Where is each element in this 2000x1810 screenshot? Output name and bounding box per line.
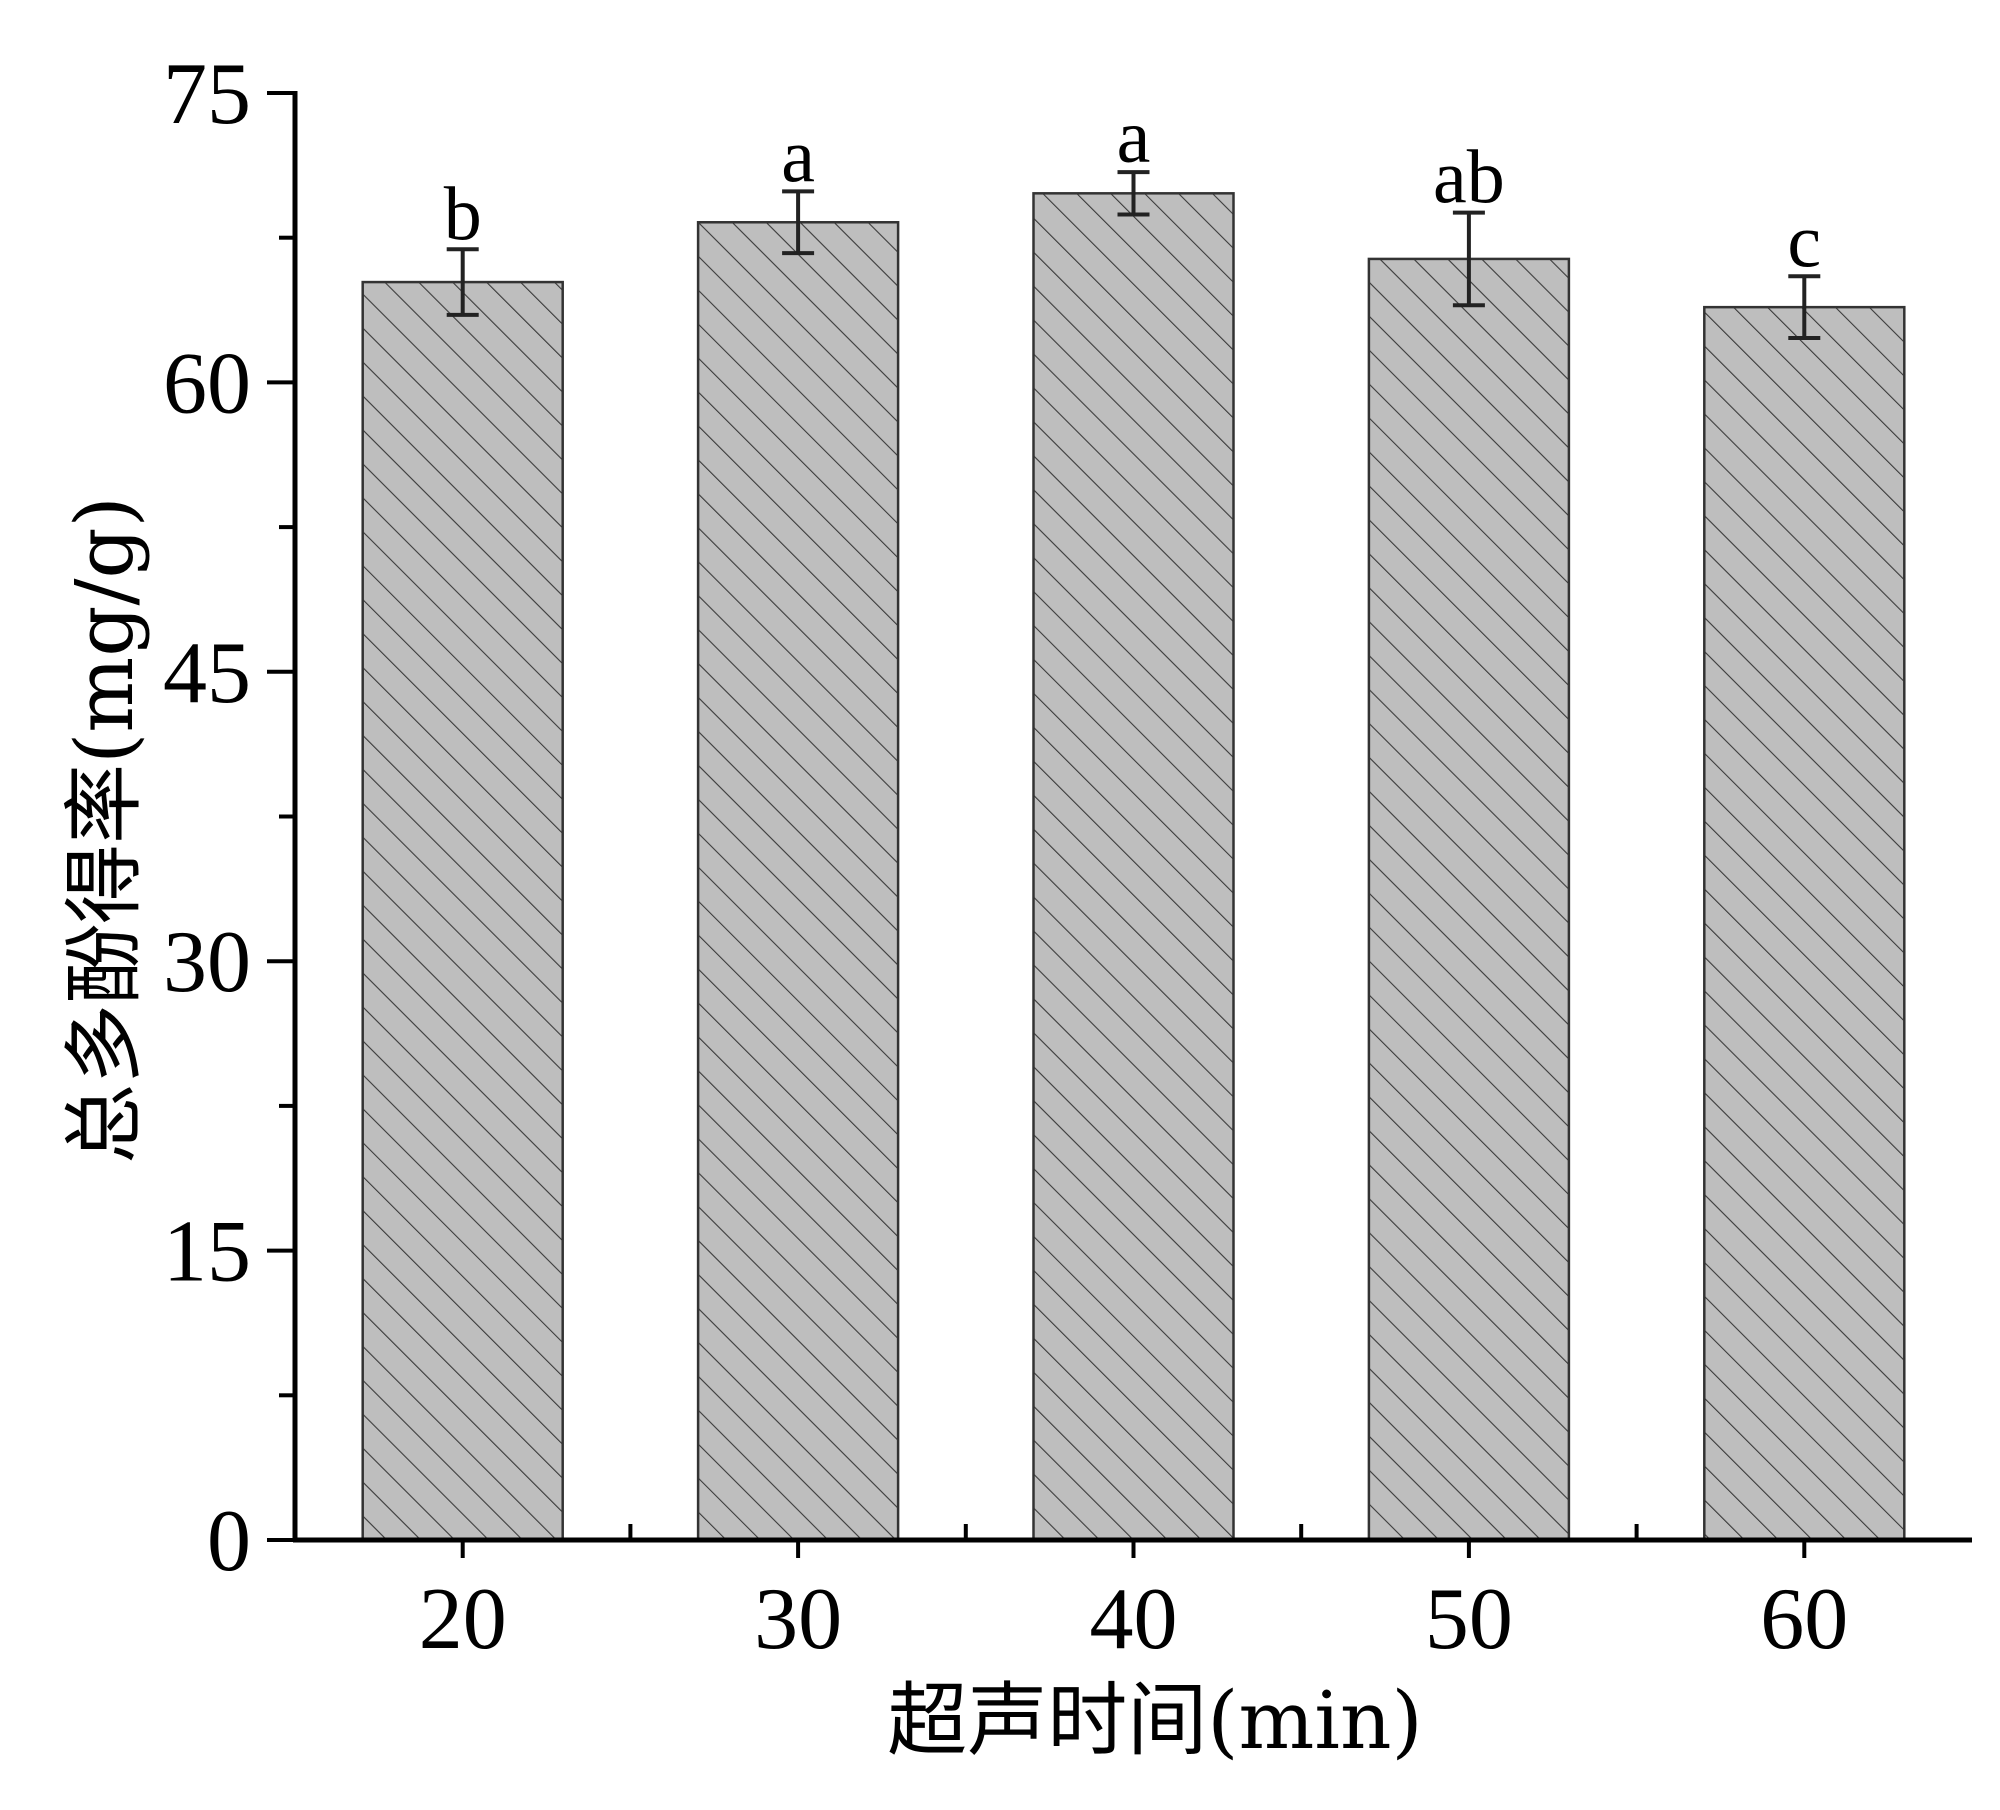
x-tick-label-40: 40 bbox=[1090, 1571, 1178, 1668]
y-tick-label-45: 45 bbox=[163, 625, 251, 722]
significance-label-20: b bbox=[444, 172, 482, 256]
y-tick-label-0: 0 bbox=[207, 1493, 251, 1590]
y-tick-label-75: 75 bbox=[163, 46, 251, 143]
bar-50 bbox=[1367, 257, 1571, 1542]
bar-20 bbox=[361, 280, 564, 1542]
x-tick-label-30: 30 bbox=[754, 1571, 842, 1668]
bars-layer: b a a ab c bbox=[361, 95, 1906, 1542]
significance-label-30: a bbox=[781, 114, 815, 198]
bar-40 bbox=[1032, 192, 1235, 1542]
y-tick-label-60: 60 bbox=[163, 335, 251, 432]
x-tick-label-60: 60 bbox=[1760, 1571, 1848, 1668]
axes-layer: 20 30 40 50 60 0 15 30 45 60 75 bbox=[163, 46, 1972, 1668]
y-axis-title: 总多酚得率(mg/g) bbox=[58, 496, 151, 1164]
y-tick-label-30: 30 bbox=[163, 914, 251, 1011]
bar-30 bbox=[696, 221, 900, 1542]
x-axis-title: 超声时间(min) bbox=[887, 1674, 1422, 1767]
significance-label-60: c bbox=[1787, 199, 1821, 283]
bar-60 bbox=[1703, 305, 1906, 1542]
significance-label-40: a bbox=[1117, 95, 1151, 179]
significance-label-50: ab bbox=[1433, 136, 1505, 220]
x-tick-label-50: 50 bbox=[1425, 1571, 1513, 1668]
x-tick-label-20: 20 bbox=[419, 1571, 507, 1668]
y-tick-label-15: 15 bbox=[163, 1204, 251, 1301]
